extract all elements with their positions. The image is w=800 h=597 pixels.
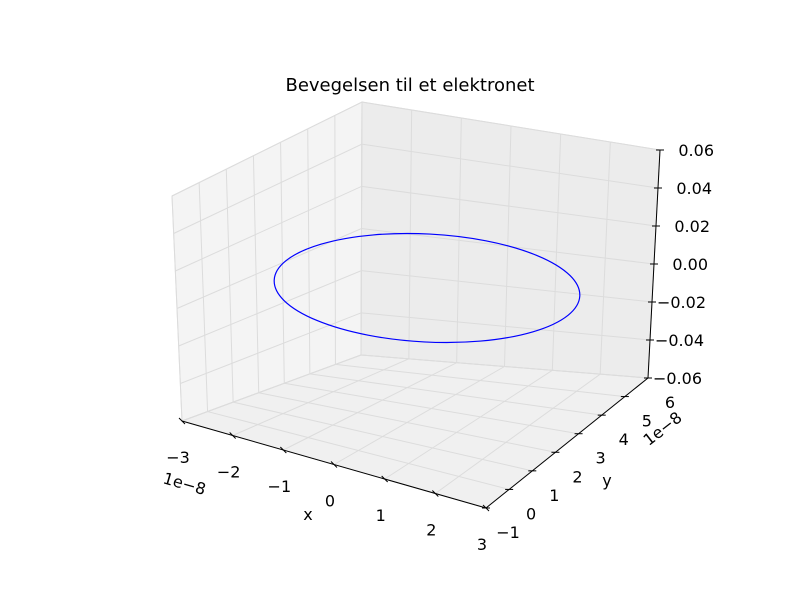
x-tick-label: −3: [166, 448, 190, 467]
x-tick-mark: [330, 461, 338, 468]
x-axis-label: x: [303, 505, 312, 524]
grid-x-floor: [384, 369, 553, 480]
grid-x-floor: [283, 362, 457, 451]
x-offset-label: 1e−8: [161, 469, 208, 499]
grid-y-floor: [335, 363, 625, 398]
grid-lines: [171, 101, 661, 509]
grid-y-floor: [233, 401, 533, 472]
y-axis-label: y: [602, 471, 611, 490]
grid-y-floor: [309, 373, 602, 416]
x-tick-label: −1: [268, 477, 292, 496]
grid-x-floor: [435, 373, 601, 494]
y-tick-label: 4: [619, 430, 629, 449]
z-ticks: −0.06 −0.04 −0.02 0.00 0.02 0.04 0.06: [644, 141, 714, 388]
y-tick-label: 6: [665, 393, 675, 412]
chart-title: Bevegelsen til et elektronet: [285, 75, 534, 96]
x-tick-label: 1: [376, 506, 386, 525]
y-tick-label: 1: [549, 486, 559, 505]
grid-z: [173, 143, 659, 234]
grid-z: [181, 354, 649, 422]
grid-z: [171, 101, 661, 197]
z-tick-label: 0.04: [676, 179, 712, 198]
z-tick-label: 0.06: [678, 141, 714, 160]
grid-y-floor: [207, 411, 510, 490]
y-tick-label: 2: [572, 467, 582, 486]
z-tick-label: 0.02: [674, 217, 710, 236]
grid-z: [180, 312, 651, 384]
grid-z: [175, 185, 657, 272]
x-tick-mark: [178, 417, 186, 425]
x-tick-mark: [431, 490, 439, 497]
grid-x-floor: [232, 358, 410, 436]
y-axis-line: [485, 377, 649, 509]
y-tick-label: 5: [642, 412, 652, 431]
grid-y-floor: [258, 392, 556, 453]
z-tick-label: 0.00: [672, 255, 708, 274]
x-tick-mark: [229, 432, 237, 439]
grid-y-floor: [284, 382, 579, 435]
x-tick-label: 0: [325, 492, 335, 511]
x-tick-mark: [381, 475, 389, 483]
y-tick-label: 3: [595, 449, 605, 468]
y-tick-label: −1: [496, 523, 520, 542]
series-line-orbit: [273, 232, 581, 344]
z-tick-label: −0.04: [655, 331, 704, 350]
z-tick-label: −0.06: [653, 369, 702, 388]
x-tick-label: 3: [477, 535, 487, 554]
grid-x-floor: [333, 366, 505, 465]
grid-z: [178, 270, 653, 347]
grid-z: [176, 227, 655, 309]
z-tick-label: −0.02: [657, 293, 706, 312]
x-tick-label: 2: [426, 521, 436, 540]
y-tick-label: 0: [526, 504, 536, 523]
x-tick-label: −2: [217, 463, 241, 482]
x-tick-mark: [279, 446, 287, 454]
